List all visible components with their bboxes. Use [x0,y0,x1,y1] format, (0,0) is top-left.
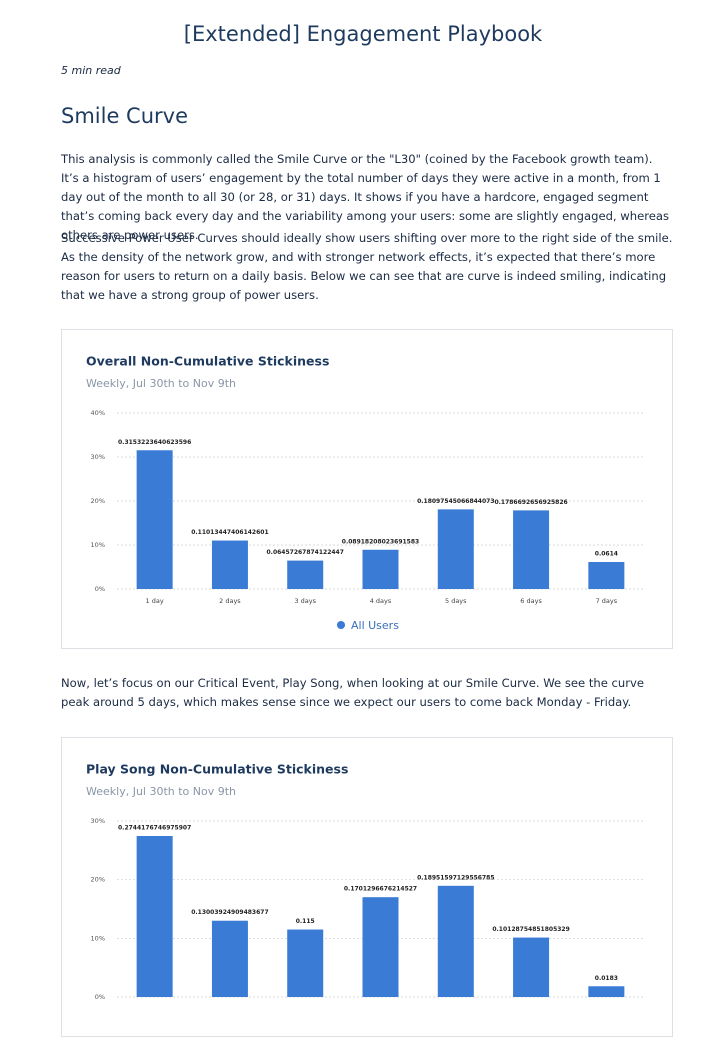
value-label: 0.11013447406142601 [191,529,268,536]
value-label: 0.3153223640623596 [118,439,191,446]
bar [211,920,248,997]
chart-card: Play Song Non-Cumulative Stickiness Weekl… [61,737,673,1037]
section-heading: Smile Curve [61,104,189,128]
read-time: 5 min read [61,64,121,77]
y-tick-label: 30% [91,453,105,461]
x-tick-label: 5 days [445,597,467,605]
y-tick-label: 20% [91,876,105,884]
y-tick-label: 40% [91,409,105,417]
value-label: 0.18097545066844073 [417,498,494,505]
legend-label: All Users [351,619,399,632]
bar [362,549,399,589]
bar [513,937,550,997]
x-tick-label: 1 day [146,597,164,605]
bar [437,885,474,997]
value-label: 0.08918208023691583 [342,538,419,545]
value-label: 0.2744176746975907 [118,825,191,832]
bar [136,836,173,997]
bar [588,561,625,589]
page: [Extended] Engagement Playbook 5 min rea… [61,22,673,1037]
x-tick-label: 2 days [219,597,241,605]
y-tick-label: 10% [91,934,105,942]
bar [287,560,324,589]
chart: Play Song Non-Cumulative Stickiness Weekl… [86,762,644,1001]
doc-title: [Extended] Engagement Playbook [183,22,543,46]
y-tick-label: 0% [95,585,105,593]
bar [136,450,173,589]
bar [437,509,474,589]
paragraph: This analysis is commonly called the Smi… [61,152,670,242]
legend-swatch [337,621,345,629]
paragraph: Successive Power User Curves should idea… [61,231,673,302]
chart-card: Overall Non-Cumulative Stickiness Weekly,… [61,329,673,649]
x-tick-label: 3 days [294,597,316,605]
value-label: 0.115 [296,918,315,925]
chart-title: Overall Non-Cumulative Stickiness [86,354,329,369]
bar [287,929,324,997]
bar [513,510,550,589]
value-label: 0.06457267874122447 [266,549,343,556]
value-label: 0.1701296676214527 [344,886,417,893]
y-tick-label: 0% [95,993,105,1001]
bar [588,986,625,997]
paragraph: Now, let’s focus on our Critical Event, … [61,676,645,709]
x-tick-label: 6 days [520,597,542,605]
value-label: 0.18951597129556785 [417,874,494,881]
value-label: 0.1786692656925826 [494,499,567,506]
chart-subtitle: Weekly, Jul 30th to Nov 9th [86,785,236,798]
value-label: 0.10128754851805329 [492,926,569,933]
y-tick-label: 10% [91,541,105,549]
x-tick-label: 7 days [596,597,618,605]
chart-title: Play Song Non-Cumulative Stickiness [86,762,348,777]
y-tick-label: 20% [91,497,105,505]
x-tick-label: 4 days [370,597,392,605]
chart-subtitle: Weekly, Jul 30th to Nov 9th [86,377,236,390]
chart: Overall Non-Cumulative Stickiness Weekly,… [86,354,644,632]
value-label: 0.0183 [595,975,618,982]
y-tick-label: 30% [91,817,105,825]
value-label: 0.0614 [595,550,618,557]
value-label: 0.13003924909483677 [191,909,268,916]
bar [362,897,399,997]
bar [211,540,248,589]
